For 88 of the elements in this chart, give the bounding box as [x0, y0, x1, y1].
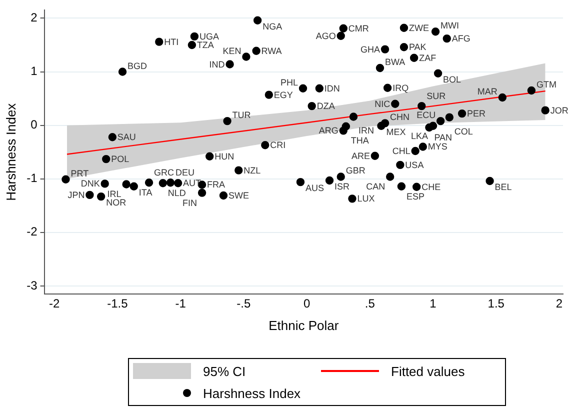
x-tick-label: -1.5 [107, 296, 128, 311]
data-label: MWI [440, 20, 460, 31]
legend-label: Harshness Index [203, 386, 301, 400]
data-label: NIC [374, 98, 391, 109]
data-label: ITA [138, 187, 152, 198]
data-label: UGA [199, 31, 219, 42]
data-label: GTM [536, 80, 556, 90]
data-label: NOR [106, 198, 127, 208]
data-label: GBR [346, 166, 366, 176]
data-label: MAR [477, 86, 498, 96]
data-label: MYS [428, 142, 448, 152]
data-label: NLD [168, 188, 186, 198]
data-label: FRA [207, 180, 226, 190]
x-tick-label: 2 [556, 296, 563, 311]
data-label: USA [405, 160, 424, 170]
data-label: PER [467, 108, 486, 119]
data-label: AUS [305, 183, 324, 194]
data-label: PAK [408, 42, 426, 52]
data-label: MEX [386, 126, 406, 137]
data-label: LKA [410, 130, 428, 141]
y-tick-label: 0 [30, 118, 38, 132]
data-label: EGY [274, 90, 293, 100]
data-label: BEL [494, 182, 512, 192]
data-label: ESP [406, 191, 424, 202]
x-tick-label: 1 [430, 296, 437, 311]
data-label: DNK [80, 178, 100, 189]
data-label: JOR [550, 105, 569, 116]
data-label: THA [350, 135, 369, 146]
data-label: SWE [228, 190, 250, 200]
data-label: ZAF [419, 52, 437, 63]
data-label: NGA [262, 21, 282, 32]
data-label: JPN [68, 190, 85, 200]
data-label: SUR [426, 91, 446, 102]
data-label: IRN [358, 126, 374, 136]
text: 95% CI [203, 364, 246, 378]
data-label: HUN [214, 151, 234, 162]
data-label: AFG [452, 34, 470, 44]
y-tick-label: 1 [30, 64, 38, 78]
y-axis-title: Harshness Index [3, 102, 18, 201]
data-label: CHE [422, 182, 441, 192]
data-label: CRI [270, 140, 286, 150]
data-label: PRT [70, 168, 90, 178]
data-label: BGD [128, 60, 148, 71]
y-tick-label: 2 [30, 10, 38, 25]
x-tick-label: 0 [303, 296, 310, 311]
data-label: DZA [316, 101, 335, 112]
data-label: DEU [175, 168, 194, 178]
data-label: AGO [316, 30, 336, 41]
legend-label: Fitted values [391, 364, 465, 378]
data-label: FIN [182, 198, 198, 208]
data-label: IDN [324, 83, 340, 94]
data-label: CHN [390, 112, 410, 122]
data-label: RWA [261, 46, 282, 56]
data-label: ISR [334, 181, 350, 192]
data-label: PAN [434, 132, 452, 142]
x-tick-label: -1 [175, 296, 186, 311]
data-label: CHL [392, 146, 410, 156]
data-label: IRL [107, 189, 122, 200]
data-label: CMR [348, 23, 370, 34]
y-tick-label: -1 [26, 171, 38, 186]
y-tick-label: -3 [26, 278, 38, 292]
data-label: HTI [164, 36, 179, 47]
data-label: GRC [154, 168, 175, 178]
data-label: PHL [280, 77, 298, 88]
data-label: TZA [196, 40, 214, 50]
data-label: IRQ [392, 82, 409, 93]
data-label: SAU [117, 132, 136, 142]
data-label: KEN [222, 46, 242, 56]
data-label: POL [111, 154, 130, 164]
data-label: IND [209, 59, 226, 70]
data-label: ECU [416, 110, 436, 120]
data-label: CAN [366, 182, 386, 192]
data-label: LUX [357, 194, 375, 204]
x-tick-label: .5 [364, 296, 376, 311]
data-label: ARE [351, 150, 370, 161]
data-label: BWA [384, 57, 406, 68]
x-tick-label: -.5 [236, 296, 252, 311]
data-label: ARG [318, 126, 338, 136]
x-axis-title: Ethnic Polar [268, 318, 340, 333]
y-tick-label: -2 [26, 224, 38, 239]
data-label: NZL [244, 165, 261, 176]
x-tick-label: 1.5 [488, 296, 505, 311]
data-label: GHA [360, 44, 380, 54]
data-label: TUR [232, 110, 252, 120]
data-label: BOL [443, 74, 462, 84]
data-label: ZWE [408, 22, 429, 33]
data-label: COL [454, 126, 473, 136]
x-tick-label: -2 [49, 296, 60, 311]
